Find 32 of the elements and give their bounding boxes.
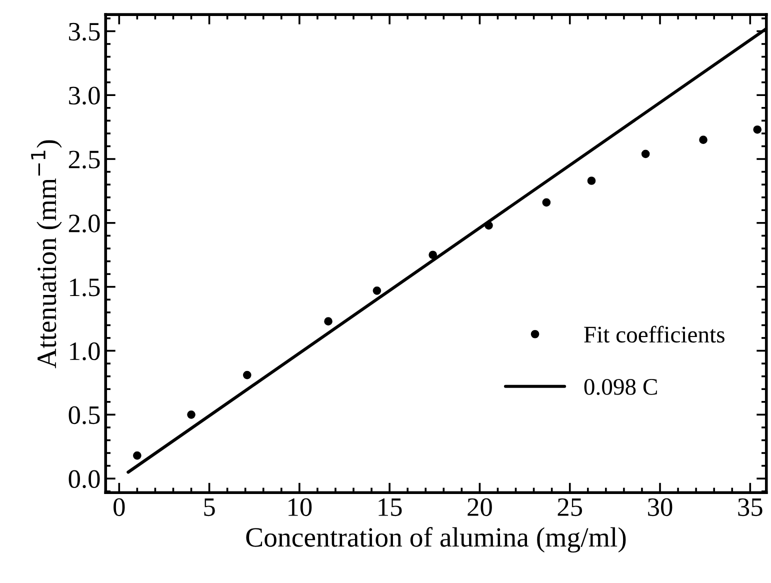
point	[484, 221, 493, 230]
legend-label: Fit coefficients	[584, 326, 724, 343]
point	[641, 150, 650, 158]
point	[753, 125, 762, 134]
x-tick-label: 20	[468, 498, 492, 516]
x-tick-label: 0	[114, 498, 125, 516]
x-tick-label: 25	[558, 498, 582, 516]
point	[372, 286, 382, 295]
x-tick-label: 35	[738, 498, 762, 516]
y-tick-label: 2.0	[68, 214, 100, 232]
y-tick-label: 3.0	[69, 86, 100, 105]
point	[587, 176, 596, 185]
point	[542, 198, 551, 207]
x-tick-label: 5	[204, 498, 215, 516]
x-tick-label: 30	[648, 498, 672, 516]
y-tick-label: 0.5	[68, 406, 100, 424]
y-tick-label: 1.0	[70, 342, 100, 360]
y-tick-label: 3.5	[69, 22, 100, 41]
y-axis-title: Attenuation (mm$^{−1}$)	[31, 140, 62, 368]
point	[133, 451, 142, 460]
point	[187, 410, 196, 419]
y-tick-label: 2.5	[68, 150, 100, 169]
point	[428, 250, 438, 260]
x-tick-label: 10	[288, 498, 312, 516]
point	[242, 370, 252, 380]
x-axis-title: Concentration of alumina (mg/ml)	[246, 526, 626, 553]
point	[324, 317, 332, 326]
y-tick-label: 0.0	[68, 470, 100, 488]
point	[699, 136, 708, 144]
legend-label: 0.098 C	[584, 378, 657, 395]
x-tick-label: 15	[378, 498, 402, 516]
y-tick-label: 1.5	[70, 278, 100, 296]
